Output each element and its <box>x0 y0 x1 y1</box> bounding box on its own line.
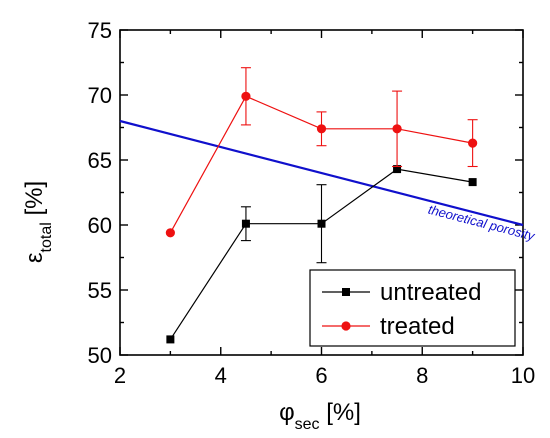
theoretical-porosity-label: theoretical porosity <box>427 202 538 244</box>
x-tick-label: 6 <box>315 363 327 388</box>
y-axis-symbol: ε <box>21 252 48 263</box>
data-point-untreated <box>241 219 250 228</box>
theoretical-porosity-line <box>119 119 524 227</box>
data-point-treated <box>165 228 175 238</box>
x-tick-label: 2 <box>114 363 126 388</box>
data-point-treated <box>316 124 327 134</box>
y-tick-label: 65 <box>88 148 112 173</box>
y-tick-label: 75 <box>88 18 112 43</box>
y-tick-label: 50 <box>88 343 112 368</box>
legend: untreated treated <box>309 269 516 347</box>
x-tick-label: 8 <box>416 363 428 388</box>
x-axis-unit: [%] <box>320 399 361 426</box>
y-tick-label: 70 <box>88 83 112 108</box>
x-tick-label: 4 <box>215 363 227 388</box>
x-axis-subscript: sec <box>295 416 320 433</box>
y-axis-unit: [%] <box>21 181 48 222</box>
legend-label-treated: treated <box>380 313 455 340</box>
x-axis-title: φsec [%] <box>279 399 361 433</box>
data-point-untreated <box>468 178 477 187</box>
legend-marker-treated <box>341 321 351 331</box>
legend-box <box>309 269 516 347</box>
data-point-untreated <box>166 335 175 344</box>
legend-marker-untreated <box>342 288 350 296</box>
data-point-treated <box>468 138 478 148</box>
y-axis-title: εtotal [%] <box>21 181 55 263</box>
y-tick-label: 55 <box>88 278 112 303</box>
data-point-treated <box>241 91 251 101</box>
data-point-untreated <box>317 219 326 228</box>
legend-label-untreated: untreated <box>380 279 481 306</box>
data-point-treated <box>392 124 402 134</box>
y-tick-label: 60 <box>88 213 112 238</box>
y-axis-subscript: total <box>38 222 55 252</box>
x-tick-label: 10 <box>511 363 535 388</box>
x-axis-symbol: φ <box>279 399 295 426</box>
data-point-untreated <box>393 165 402 174</box>
